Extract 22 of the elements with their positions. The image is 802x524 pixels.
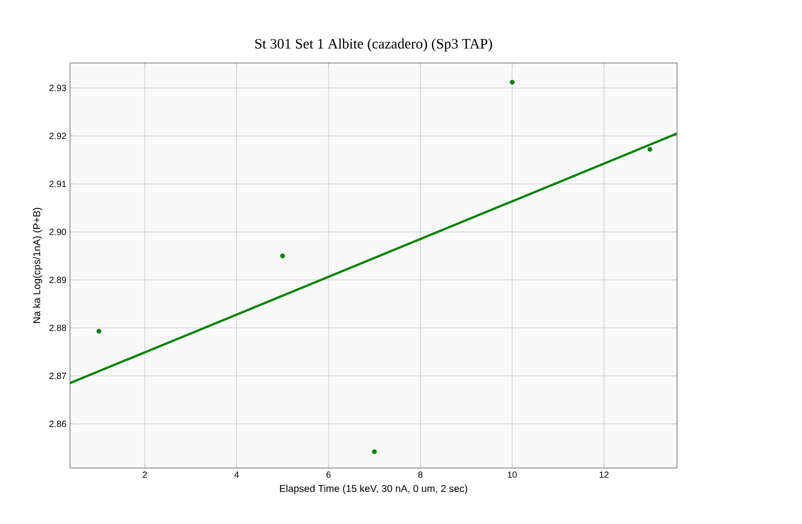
x-axis-title: Elapsed Time (15 keV, 30 nA, 0 um, 2 sec) (280, 484, 468, 494)
y-tick-label: 2.91 (49, 180, 66, 188)
y-tick-label: 2.89 (49, 276, 66, 284)
x-tick-label: 2 (142, 472, 147, 478)
y-tick-label: 2.87 (49, 372, 66, 380)
point (280, 254, 285, 258)
chart-title: St 301 Set 1 Albite (cazadero) (Sp3 TAP) (255, 38, 492, 52)
point (96, 328, 102, 334)
x-tick-label: 12 (600, 472, 609, 478)
y-tick-label: 2.93 (49, 84, 66, 92)
x-tick-label: 4 (234, 472, 239, 478)
x-tick-label: 6 (326, 472, 331, 478)
y-tick-label: 2.88 (49, 324, 66, 332)
x-tick-label: 8 (418, 472, 422, 478)
y-tick-label: 2.92 (49, 132, 66, 140)
point (372, 449, 377, 454)
x-tick-label: 10 (508, 472, 517, 478)
y-tick-label: 2.86 (49, 420, 66, 428)
y-axis-title: Na ka Log(cps/1nA) (P+B) (32, 208, 42, 323)
point (648, 146, 652, 152)
y-tick-label: 2.90 (49, 228, 66, 236)
point (510, 80, 515, 85)
